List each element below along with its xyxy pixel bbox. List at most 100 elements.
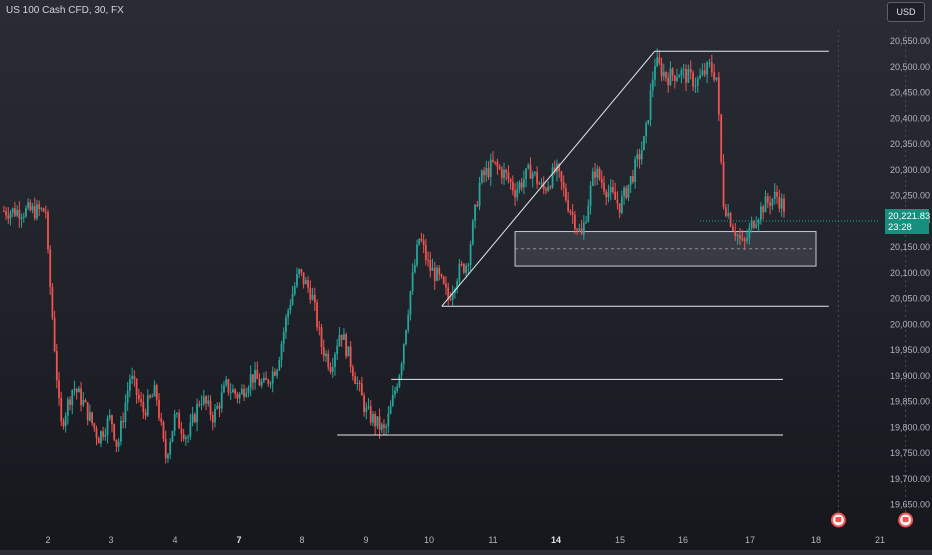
candle-body — [703, 70, 706, 75]
candle-body — [14, 208, 16, 216]
candle-body — [636, 154, 639, 160]
candle-body — [643, 136, 645, 151]
candle-body — [696, 78, 699, 86]
candle-body — [651, 79, 654, 91]
candle-body — [708, 62, 711, 64]
candle-body — [511, 181, 514, 191]
candle-body — [372, 414, 374, 423]
candle-body — [776, 191, 778, 197]
candle-body — [483, 170, 485, 176]
candle-body — [627, 184, 630, 198]
candle-body — [665, 71, 667, 78]
candle-body — [594, 171, 596, 178]
x-tick-label: 16 — [678, 535, 688, 545]
candle-body — [383, 424, 385, 428]
candle-body — [298, 269, 301, 275]
candle-body — [503, 169, 505, 179]
candle-body — [551, 167, 554, 188]
candle-body — [400, 364, 403, 376]
economic-event-glyph — [835, 517, 842, 522]
candle-body — [374, 414, 377, 427]
candle-body — [146, 395, 149, 416]
candle-body — [354, 376, 357, 384]
candle-body — [249, 374, 252, 389]
candle-body — [739, 235, 741, 239]
candle-body — [313, 294, 316, 303]
x-tick-label: 2 — [45, 535, 50, 545]
candle-body — [137, 394, 140, 400]
candle-body — [489, 159, 492, 178]
candle-body — [77, 388, 80, 393]
candle-body — [276, 370, 279, 376]
candle-body — [516, 189, 519, 198]
candle-body — [18, 209, 21, 219]
candle-body — [243, 388, 245, 397]
candle-body — [184, 437, 187, 440]
x-tick-label: 3 — [108, 535, 113, 545]
candle-body — [180, 428, 183, 434]
candle-body — [340, 334, 343, 340]
candle-body — [449, 299, 452, 301]
candle-body — [191, 414, 194, 423]
candle-body — [31, 206, 34, 211]
candle-body — [274, 371, 276, 376]
candle-body — [282, 332, 285, 344]
candle-body — [514, 190, 516, 198]
candle-body — [122, 420, 125, 423]
candle-body — [614, 191, 617, 200]
candle-body — [73, 388, 76, 391]
candle-body — [360, 383, 363, 396]
candle-body — [162, 421, 165, 439]
candle-body — [117, 441, 120, 447]
candle-body — [471, 220, 474, 245]
candle-body — [625, 187, 628, 198]
candle-body — [545, 189, 547, 191]
candle-body — [685, 68, 687, 83]
candle-body — [387, 413, 390, 427]
candle-body — [236, 393, 239, 399]
candle-body — [649, 90, 652, 121]
candle-body — [349, 346, 352, 368]
candle-body — [256, 369, 259, 380]
candle-body — [167, 454, 169, 459]
candle-body — [722, 162, 725, 208]
y-tick-label: 20,050.00 — [890, 294, 930, 304]
candle-body — [416, 244, 418, 266]
candle-body — [108, 415, 111, 419]
candle-body — [759, 206, 762, 220]
candle-body — [216, 405, 219, 409]
candle-body — [106, 418, 109, 435]
candle-body — [612, 186, 614, 192]
x-tick-label: 14 — [551, 535, 561, 545]
candle-body — [367, 406, 370, 408]
candle-body — [289, 304, 292, 311]
candle-body — [436, 267, 438, 281]
candle-body — [225, 379, 228, 386]
candle-body — [88, 412, 91, 421]
candle-body — [505, 169, 508, 173]
candle-body — [142, 402, 145, 413]
candle-body — [351, 367, 354, 377]
currency-button[interactable]: USD — [887, 2, 925, 22]
candle-body — [285, 317, 287, 333]
candle-body — [717, 77, 720, 115]
candle-body — [151, 396, 154, 398]
candle-body — [694, 85, 697, 87]
candle-body — [662, 71, 665, 77]
candle-body — [669, 68, 672, 86]
candle-body — [724, 207, 727, 216]
candle-body — [518, 182, 521, 190]
candle-body — [771, 198, 774, 206]
candle-body — [773, 191, 776, 199]
candle-body — [302, 272, 305, 285]
candle-body — [11, 208, 14, 213]
candle-body — [638, 154, 641, 160]
candle-body — [500, 168, 503, 179]
candle-body — [124, 402, 127, 423]
candle-body — [680, 69, 683, 76]
candle-body — [762, 206, 765, 213]
candle-body — [533, 171, 536, 174]
candle-body — [525, 168, 527, 180]
